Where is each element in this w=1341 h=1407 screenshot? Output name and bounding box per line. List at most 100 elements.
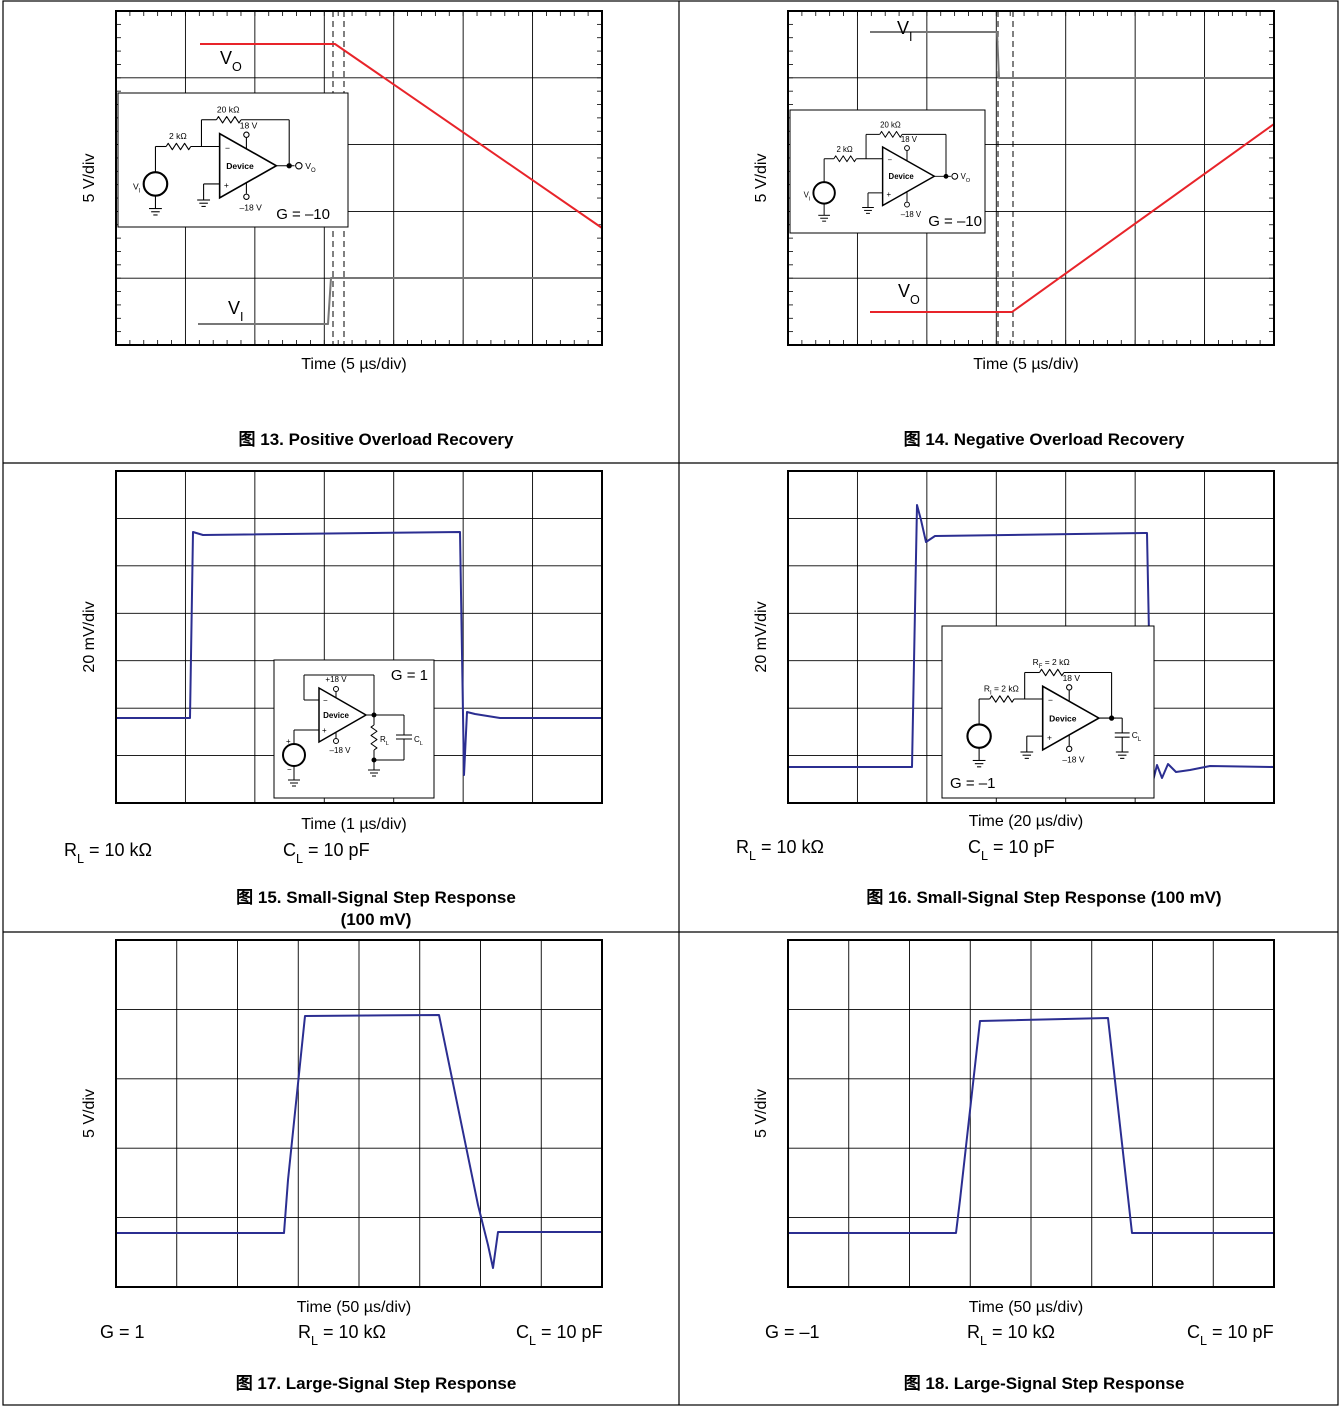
resistor-label: 20 kΩ — [880, 121, 901, 130]
node — [243, 193, 250, 201]
parameter: CL = 10 pF — [1187, 1322, 1274, 1348]
symbol: R — [64, 840, 77, 860]
figure: +−−+Device+18 V–18 VRL CLG = 120 mV/divTi… — [64, 470, 603, 929]
resistor — [879, 130, 903, 138]
label: Device — [1049, 713, 1077, 723]
symbol: C — [516, 1322, 529, 1342]
subscript: O — [966, 178, 970, 184]
text: = 10 pF — [303, 840, 370, 860]
resistor — [833, 155, 857, 163]
label: 18 V — [901, 135, 918, 144]
figure-caption: 图 18. Large-Signal Step Response — [904, 1374, 1185, 1393]
text: 2 kΩ — [836, 145, 852, 154]
subscript: L — [529, 1334, 536, 1348]
waveform — [200, 43, 603, 229]
y-axis-label: 20 mV/div — [753, 601, 770, 672]
symbol: R — [984, 684, 990, 694]
symbol: C — [414, 735, 420, 744]
y-axis-label: 5 V/div — [753, 154, 770, 203]
parameter: RL = 10 kΩ — [298, 1322, 386, 1348]
resistor-label: RI = 2 kΩ — [984, 684, 1019, 697]
resistor — [215, 116, 242, 124]
text: = 10 pF — [536, 1322, 603, 1342]
resistor-label: 2 kΩ — [169, 131, 187, 141]
node — [1066, 684, 1073, 691]
input-label: VI — [804, 191, 811, 203]
symbol: V — [305, 161, 311, 171]
y-axis-label: 5 V/div — [753, 1089, 770, 1138]
node — [1108, 715, 1115, 721]
x-axis-label: Time (50 µs/div) — [297, 1299, 411, 1316]
node — [286, 163, 292, 169]
symbol: V — [133, 181, 139, 191]
gain-label: G = –10 — [276, 206, 330, 223]
symbol: V — [804, 191, 810, 200]
minus: − — [888, 156, 893, 165]
plot-frame — [787, 470, 1275, 804]
trace-label: VI — [228, 298, 244, 324]
figure-caption: 图 14. Negative Overload Recovery — [904, 430, 1185, 449]
plot-frame — [115, 470, 603, 804]
text: = 10 kΩ — [318, 1322, 386, 1342]
subscript: L — [77, 852, 84, 866]
figure-caption: 图 16. Small-Signal Step Response (100 mV… — [866, 888, 1221, 907]
parameter: RL = 10 kΩ — [736, 837, 824, 863]
label: Device — [226, 161, 254, 171]
subscript: L — [1138, 737, 1142, 743]
label: 18 V — [240, 120, 258, 130]
subscript: L — [1200, 1334, 1207, 1348]
symbol: C — [283, 840, 296, 860]
op-amp — [318, 686, 368, 744]
subscript: L — [981, 849, 988, 863]
x-axis-label: Time (20 µs/div) — [969, 813, 1083, 830]
symbol: C — [1187, 1322, 1200, 1342]
gain-label: G = 1 — [391, 667, 428, 684]
figure-caption: 图 17. Large-Signal Step Response — [236, 1374, 517, 1393]
symbol: R — [380, 735, 386, 744]
plot-frame — [115, 10, 603, 346]
symbol: C — [1132, 730, 1138, 740]
text: = 2 kΩ — [992, 684, 1019, 694]
subscript: I — [809, 197, 811, 203]
minus: − — [225, 143, 230, 153]
y-axis-label: 20 mV/div — [81, 601, 98, 672]
text: = 10 pF — [988, 837, 1055, 857]
subscript: F — [1039, 664, 1043, 670]
node — [1066, 745, 1073, 752]
capacitor-label: CL — [414, 735, 423, 747]
resistor — [370, 724, 378, 751]
parameter: CL = 10 pF — [516, 1322, 603, 1348]
text: 20 kΩ — [217, 104, 240, 114]
x-axis-label: Time (1 µs/div) — [301, 816, 407, 833]
subscript: L — [749, 849, 756, 863]
label: –18 V — [240, 203, 263, 213]
subscript: L — [296, 852, 303, 866]
node — [951, 172, 959, 180]
text: = 10 kΩ — [756, 837, 824, 857]
plus: + — [224, 180, 229, 190]
waveform — [198, 277, 602, 325]
parameter: RL = 10 kΩ — [64, 840, 152, 866]
resistor — [165, 142, 192, 151]
waveform — [116, 531, 602, 776]
x-axis-label: Time (5 µs/div) — [973, 356, 1079, 373]
parameter: CL = 10 pF — [283, 840, 370, 866]
label: Device — [889, 172, 915, 181]
waveform — [116, 1014, 602, 1269]
plus: + — [887, 190, 892, 199]
node — [904, 145, 910, 151]
node — [943, 173, 949, 179]
x-axis-label: Time (50 µs/div) — [969, 1299, 1083, 1316]
symbol: R — [967, 1322, 980, 1342]
label: –18 V — [1062, 755, 1084, 765]
waveform — [788, 1017, 1274, 1234]
resistor-label: 20 kΩ — [217, 104, 240, 114]
label: –18 V — [330, 746, 352, 755]
plot-frame — [115, 939, 603, 1288]
